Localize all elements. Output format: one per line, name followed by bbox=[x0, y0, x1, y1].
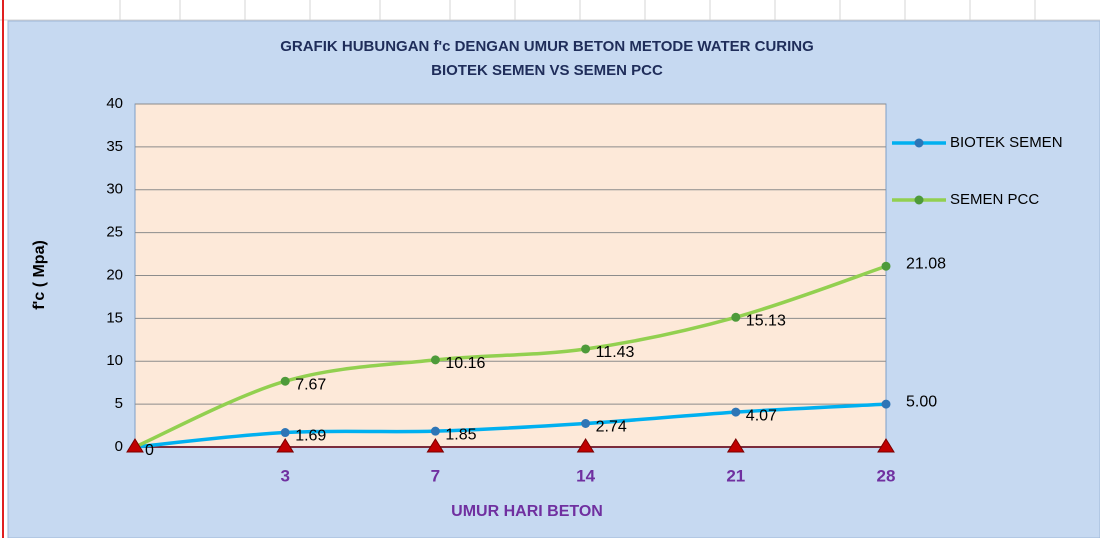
data-label: 7.67 bbox=[295, 376, 326, 393]
x-tick-label: 7 bbox=[431, 466, 440, 485]
sheet-grid bbox=[0, 0, 1100, 21]
y-tick-label: 15 bbox=[106, 309, 123, 326]
marker bbox=[276, 438, 295, 453]
marker bbox=[881, 399, 891, 409]
marker bbox=[430, 426, 440, 436]
data-label: 1.69 bbox=[295, 428, 326, 445]
y-tick-label: 10 bbox=[106, 352, 123, 369]
y-tick-label: 0 bbox=[115, 438, 123, 455]
y-tick-label: 20 bbox=[106, 266, 123, 283]
marker bbox=[731, 407, 741, 417]
chart-subtitle: BIOTEK SEMEN VS SEMEN PCC bbox=[431, 62, 663, 79]
legend-marker bbox=[914, 195, 924, 205]
data-label: 1.85 bbox=[445, 426, 476, 443]
marker bbox=[877, 438, 895, 453]
data-label: 4.07 bbox=[746, 407, 777, 424]
data-label: 5.00 bbox=[906, 393, 937, 410]
y-axis-label: f'c ( Mpa) bbox=[31, 240, 48, 310]
marker bbox=[426, 438, 445, 453]
data-label: 0 bbox=[145, 442, 154, 459]
marker bbox=[576, 438, 595, 453]
y-tick-label: 40 bbox=[106, 95, 123, 112]
marker bbox=[126, 438, 144, 453]
x-axis-label: UMUR HARI BETON bbox=[451, 503, 603, 520]
data-label: 10.16 bbox=[445, 355, 485, 372]
y-tick-label: 30 bbox=[106, 181, 123, 198]
marker bbox=[581, 419, 591, 429]
data-label: 21.08 bbox=[906, 255, 946, 272]
y-tick-label: 35 bbox=[106, 138, 123, 155]
marker bbox=[280, 376, 290, 386]
marker bbox=[581, 344, 591, 354]
legend-label: SEMEN PCC bbox=[950, 191, 1039, 208]
marker bbox=[731, 312, 741, 322]
marker bbox=[430, 355, 440, 365]
series-line bbox=[134, 264, 887, 449]
data-label: 15.13 bbox=[746, 312, 786, 329]
data-label: 11.43 bbox=[596, 344, 635, 361]
marker bbox=[726, 438, 745, 453]
chart-title: GRAFIK HUBUNGAN f'c DENGAN UMUR BETON ME… bbox=[280, 38, 814, 55]
marker bbox=[280, 428, 290, 438]
marker bbox=[881, 261, 891, 271]
y-tick-label: 25 bbox=[106, 224, 123, 241]
x-tick-label: 21 bbox=[726, 466, 745, 485]
data-label: 2.74 bbox=[596, 419, 627, 436]
y-tick-label: 5 bbox=[115, 395, 123, 412]
legend-label: BIOTEK SEMEN bbox=[950, 134, 1063, 151]
x-tick-label: 3 bbox=[280, 466, 289, 485]
legend-marker bbox=[914, 138, 924, 148]
x-tick-label: 14 bbox=[576, 466, 595, 485]
x-tick-label: 28 bbox=[877, 466, 896, 485]
series-line bbox=[134, 402, 887, 449]
